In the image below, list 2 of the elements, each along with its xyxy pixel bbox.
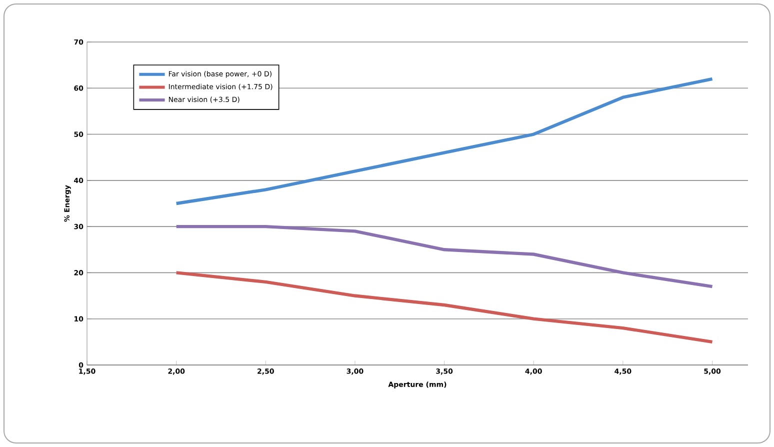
line-series [174, 224, 714, 288]
line-series [174, 271, 714, 344]
